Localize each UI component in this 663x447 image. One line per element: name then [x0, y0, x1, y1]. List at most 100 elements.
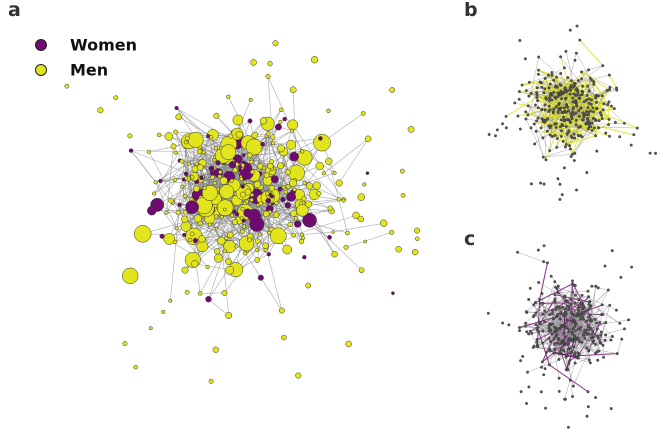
legend-label: Men: [70, 61, 108, 80]
node: [253, 181, 261, 189]
node: [535, 338, 539, 341]
edge: [535, 306, 580, 314]
node: [606, 288, 610, 292]
node: [199, 175, 204, 180]
node: [573, 136, 577, 140]
node: [597, 336, 600, 340]
node: [168, 298, 173, 303]
edge: [569, 110, 580, 146]
node: [247, 118, 253, 124]
edge: [153, 138, 188, 194]
edge: [228, 215, 233, 262]
node: [558, 125, 562, 129]
node: [134, 225, 152, 243]
node: [556, 312, 560, 316]
node: [543, 76, 547, 80]
node: [415, 236, 420, 241]
node: [629, 143, 633, 147]
node: [622, 121, 626, 125]
node: [560, 352, 563, 356]
edge: [538, 282, 580, 307]
node: [534, 129, 538, 133]
edge: [600, 339, 612, 344]
node: [571, 100, 575, 104]
node: [611, 335, 614, 338]
edge: [581, 304, 613, 337]
node: [568, 144, 571, 148]
node: [318, 136, 323, 141]
node: [239, 191, 246, 198]
node: [553, 325, 556, 329]
node: [608, 134, 611, 138]
network-b: [487, 24, 657, 201]
node: [524, 89, 528, 93]
node: [635, 126, 639, 130]
node: [249, 159, 254, 165]
node: [277, 186, 283, 192]
node: [568, 336, 572, 340]
node: [357, 193, 366, 201]
node: [589, 125, 593, 129]
node: [594, 284, 598, 288]
node: [316, 190, 322, 197]
node: [260, 141, 265, 147]
node: [547, 98, 551, 102]
node: [241, 218, 246, 223]
node: [612, 107, 616, 111]
node: [335, 179, 343, 187]
network-a: [64, 40, 420, 384]
node: [152, 191, 157, 196]
edge: [505, 97, 538, 117]
node: [269, 227, 287, 245]
node: [581, 317, 585, 321]
node: [627, 318, 631, 322]
node: [558, 342, 562, 346]
edge: [561, 336, 594, 354]
node: [571, 96, 575, 100]
edge: [549, 364, 589, 393]
node: [563, 110, 567, 114]
node: [357, 215, 365, 223]
node: [174, 226, 179, 231]
node: [257, 232, 262, 237]
node: [255, 203, 260, 207]
edge: [565, 51, 575, 87]
node: [122, 341, 128, 347]
node: [507, 323, 511, 327]
node: [526, 370, 529, 374]
node: [573, 58, 577, 62]
node: [578, 96, 582, 100]
node: [575, 93, 579, 97]
node: [610, 249, 614, 253]
node: [282, 116, 287, 122]
edge: [557, 292, 581, 315]
node: [175, 210, 181, 216]
node: [547, 124, 551, 128]
node: [302, 180, 307, 186]
edge: [244, 253, 283, 311]
node: [572, 81, 576, 85]
node: [591, 340, 595, 344]
node: [305, 182, 314, 190]
node: [541, 341, 545, 345]
node: [250, 169, 255, 175]
node: [559, 72, 563, 75]
node: [564, 142, 568, 146]
edge: [545, 120, 557, 128]
node: [229, 178, 234, 183]
edge: [554, 89, 571, 125]
node: [569, 297, 573, 301]
node: [225, 258, 232, 266]
edge: [566, 135, 596, 145]
node: [173, 150, 178, 155]
node: [558, 83, 562, 87]
node: [217, 174, 222, 179]
node: [542, 182, 546, 186]
edge: [536, 324, 559, 340]
node: [558, 182, 562, 186]
node: [253, 190, 258, 195]
node: [552, 78, 556, 82]
edge: [571, 333, 601, 344]
node: [289, 128, 295, 133]
node: [214, 214, 219, 219]
